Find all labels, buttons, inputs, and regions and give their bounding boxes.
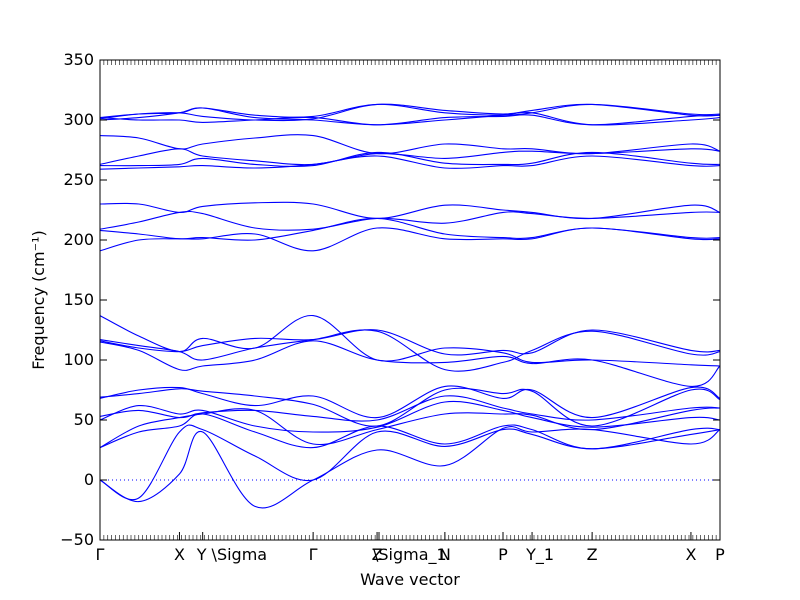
x-tick-label: Y \Sigma (196, 545, 267, 564)
y-axis-label: Frequency (cm⁻¹) (29, 230, 48, 369)
x-axis-label: Wave vector (360, 570, 460, 589)
band-line-18 (99, 151, 721, 167)
y-tick-label: 100 (63, 350, 94, 369)
band-line-24 (99, 103, 721, 119)
x-tick-label: N (439, 545, 451, 564)
x-tick-label: \Sigma_1 (373, 545, 447, 565)
y-tick-label: 0 (84, 470, 94, 489)
band-line-23 (99, 114, 721, 126)
x-tick-label: P (498, 545, 508, 564)
band-line-3 (99, 413, 721, 450)
y-tick-label: 50 (74, 410, 94, 429)
band-line-6 (99, 395, 721, 422)
x-tick-label: Y_1 (525, 545, 554, 565)
x-tick-label: Z (372, 545, 383, 564)
x-tick-label: Γ (309, 545, 318, 564)
y-tick-label: 200 (63, 230, 94, 249)
band-line-8 (99, 387, 721, 427)
y-axis: −50 0 50 100 150 200 250 300 350 (60, 50, 720, 549)
plot-frame (99, 59, 721, 541)
band-line-16 (99, 201, 721, 220)
x-tick-label: X (174, 545, 185, 564)
band-line-1 (99, 424, 721, 501)
band-line-2 (99, 426, 721, 509)
band-line-12 (99, 329, 721, 356)
y-tick-label: 150 (63, 290, 94, 309)
y-tick-label: 300 (63, 110, 94, 129)
plot-area (99, 60, 721, 540)
x-tick-label: P (715, 545, 725, 564)
band-line-5 (99, 400, 721, 433)
band-line-10 (99, 329, 721, 372)
y-tick-label: 350 (63, 50, 94, 69)
y-tick-label: −50 (60, 530, 94, 549)
band-line-13 (99, 227, 721, 252)
x-tick-label: Z (587, 545, 598, 564)
x-tick-label: Γ (96, 545, 105, 564)
band-line-14 (99, 217, 721, 241)
x-tick-label: X (685, 545, 696, 564)
band-line-7 (99, 385, 721, 419)
band-line-17 (99, 155, 721, 170)
y-tick-label: 250 (63, 170, 94, 189)
band-line-20 (99, 134, 721, 155)
